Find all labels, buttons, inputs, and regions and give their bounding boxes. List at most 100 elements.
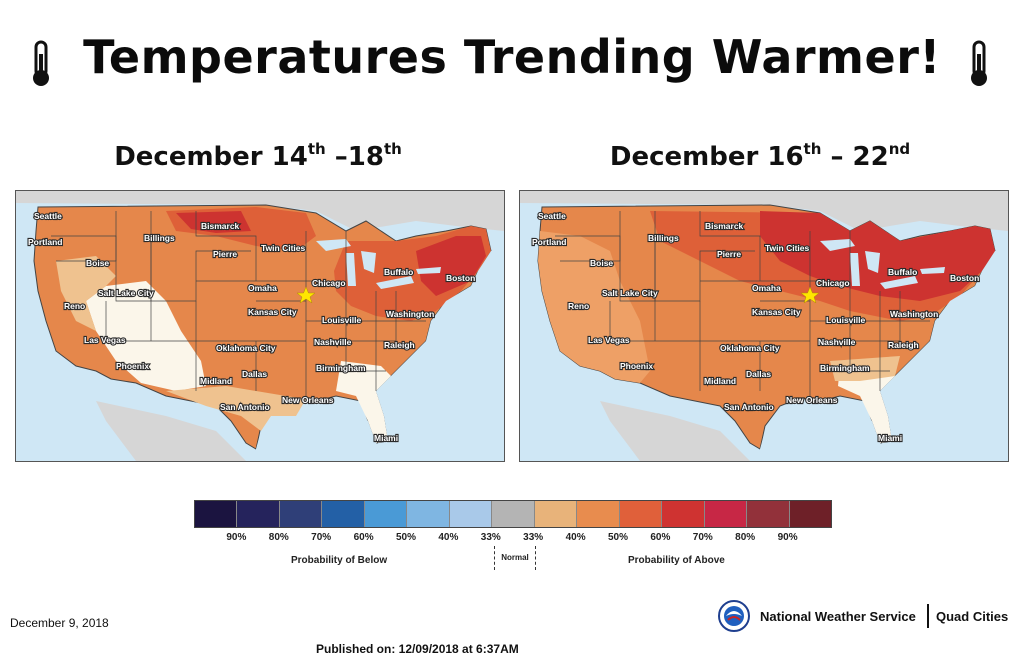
- city-label: Boston: [950, 273, 979, 283]
- city-label: Oklahoma City: [216, 343, 276, 353]
- nws-separator: [927, 604, 929, 628]
- legend-swatch: [619, 501, 663, 527]
- city-label: Washington: [386, 309, 434, 319]
- city-label: Oklahoma City: [720, 343, 780, 353]
- city-label: Chicago: [816, 278, 850, 288]
- city-label: Nashville: [818, 337, 856, 347]
- issue-date: December 9, 2018: [10, 616, 109, 630]
- city-label: Salt Lake City: [98, 288, 154, 298]
- city-label: Boston: [446, 273, 475, 283]
- outlook-map-8-14-day: Seattle Portland Boise Reno Salt Lake Ci…: [519, 190, 1009, 462]
- nws-office: Quad Cities: [936, 609, 1009, 624]
- legend-below-label: Probability of Below: [291, 555, 388, 566]
- city-label: Seattle: [538, 211, 566, 221]
- city-label: Midland: [704, 376, 736, 386]
- thermometer-icon-right: [971, 40, 987, 86]
- city-label: Birmingham: [316, 363, 366, 373]
- city-label: Louisville: [826, 315, 865, 325]
- published-timestamp: Published on: 12/09/2018 at 6:37AM: [316, 642, 519, 656]
- city-label: Twin Cities: [261, 243, 306, 253]
- nws-logo-icon: [718, 600, 750, 632]
- legend-swatch: [279, 501, 323, 527]
- city-label: San Antonio: [724, 402, 774, 412]
- legend-tick-label: 70%: [311, 532, 332, 543]
- city-label: Buffalo: [384, 267, 413, 277]
- thermometer-icon-left: [33, 40, 49, 86]
- city-label: Omaha: [248, 283, 277, 293]
- legend-tick-label: 60%: [353, 532, 374, 543]
- legend-tick-label: 33%: [480, 532, 501, 543]
- legend-tick-label: 50%: [395, 532, 416, 543]
- city-label: Phoenix: [116, 361, 149, 371]
- legend-swatch: [704, 501, 748, 527]
- city-label: Las Vegas: [588, 335, 630, 345]
- quad-cities-star-icon: [800, 286, 820, 304]
- outlook-map-6-10-day: Seattle Portland Boise Reno Salt Lake Ci…: [15, 190, 505, 462]
- legend-tick-label: 80%: [735, 532, 756, 543]
- legend-swatch: [577, 501, 620, 527]
- legend-swatch: [534, 501, 578, 527]
- city-label: Midland: [200, 376, 232, 386]
- city-label: Louisville: [322, 315, 361, 325]
- city-label: Dallas: [242, 369, 267, 379]
- legend-swatch: [449, 501, 493, 527]
- city-label: Boise: [86, 258, 109, 268]
- city-label: Twin Cities: [765, 243, 810, 253]
- city-label: Kansas City: [752, 307, 801, 317]
- city-label: New Orleans: [786, 395, 838, 405]
- legend-tick-label: 40%: [438, 532, 459, 543]
- city-label: Las Vegas: [84, 335, 126, 345]
- city-label: Omaha: [752, 283, 781, 293]
- city-label: Miami: [878, 433, 902, 443]
- legend-swatch: [237, 501, 280, 527]
- legend-tick-label: 70%: [692, 532, 713, 543]
- legend-swatch: [492, 501, 535, 527]
- page-title: Temperatures Trending Warmer!: [83, 30, 941, 84]
- legend-tick-label: 60%: [650, 532, 671, 543]
- map-title-2: December 16th – 22nd: [609, 140, 911, 172]
- legend-normal-label: Normal: [494, 546, 536, 570]
- city-label: Portland: [28, 237, 62, 247]
- legend-above-label: Probability of Above: [628, 555, 725, 566]
- city-label: Seattle: [34, 211, 62, 221]
- city-label: Pierre: [213, 249, 237, 259]
- legend-tick-label: 50%: [607, 532, 628, 543]
- city-label: Phoenix: [620, 361, 653, 371]
- city-label: Raleigh: [384, 340, 415, 350]
- nws-name: National Weather Service: [760, 609, 916, 624]
- legend-swatch: [364, 501, 408, 527]
- city-label: Chicago: [312, 278, 346, 288]
- legend-swatch: [747, 501, 790, 527]
- map-title-1: December 14th –18th: [114, 140, 402, 172]
- city-label: Bismarck: [201, 221, 240, 231]
- city-label: Billings: [144, 233, 175, 243]
- city-label: Boise: [590, 258, 613, 268]
- legend-swatch: [407, 501, 450, 527]
- legend-tick-label: 80%: [268, 532, 289, 543]
- city-label: Billings: [648, 233, 679, 243]
- city-label: San Antonio: [220, 402, 270, 412]
- city-label: Buffalo: [888, 267, 917, 277]
- city-label: Salt Lake City: [602, 288, 658, 298]
- legend-tick-label: 33%: [523, 532, 544, 543]
- city-label: Raleigh: [888, 340, 919, 350]
- city-label: Washington: [890, 309, 938, 319]
- city-label: Birmingham: [820, 363, 870, 373]
- legend-swatch: [789, 501, 832, 527]
- legend-tick-label: 40%: [565, 532, 586, 543]
- legend-swatch: [195, 501, 238, 527]
- quad-cities-star-icon: [296, 286, 316, 304]
- city-label: Pierre: [717, 249, 741, 259]
- city-label: Portland: [532, 237, 566, 247]
- legend-swatch: [662, 501, 705, 527]
- probability-legend-bar: [194, 500, 832, 528]
- city-label: Kansas City: [248, 307, 297, 317]
- city-label: Nashville: [314, 337, 352, 347]
- city-label: Dallas: [746, 369, 771, 379]
- legend-tick-label: 90%: [226, 532, 247, 543]
- city-label: Bismarck: [705, 221, 744, 231]
- city-label: New Orleans: [282, 395, 334, 405]
- legend-tick-label: 90%: [777, 532, 798, 543]
- city-label: Miami: [374, 433, 398, 443]
- city-label: Reno: [568, 301, 589, 311]
